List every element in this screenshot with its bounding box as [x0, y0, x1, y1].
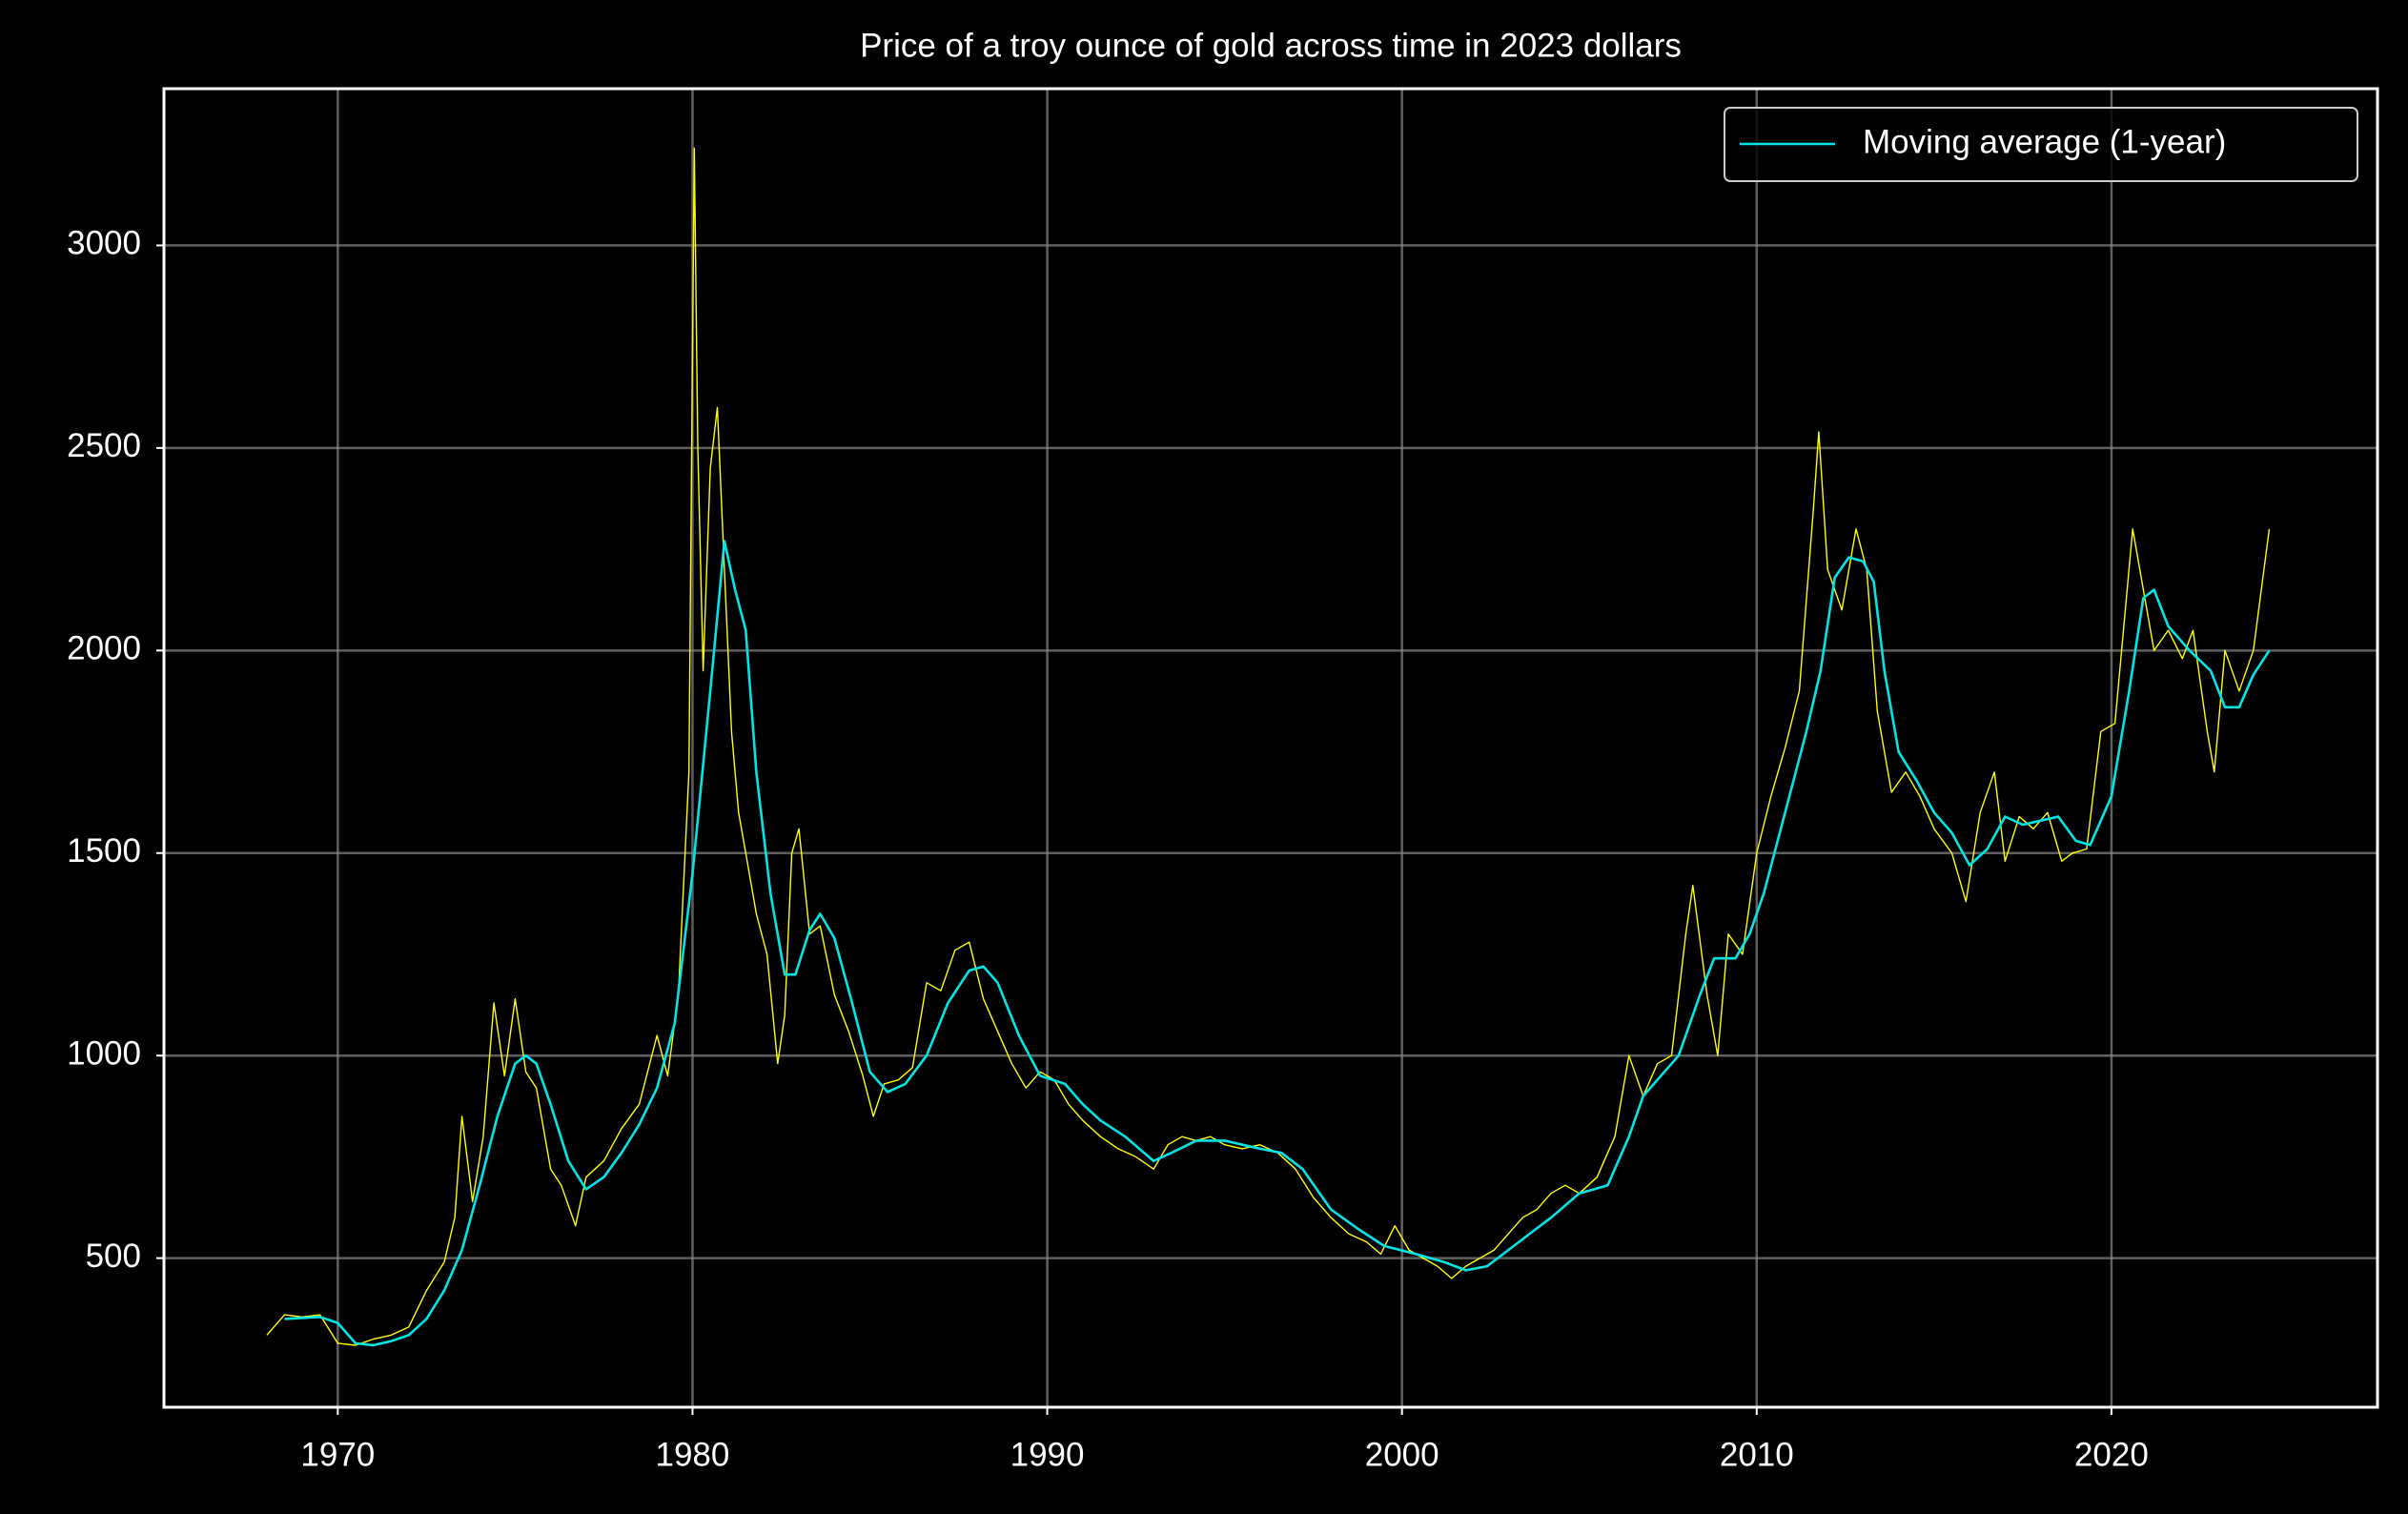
x-tick-label: 2020 [2074, 1436, 2149, 1473]
x-tick-label: 1990 [1010, 1436, 1085, 1473]
y-tick-label: 2000 [67, 630, 141, 667]
chart-title: Price of a troy ounce of gold across tim… [860, 27, 1682, 64]
series-line [284, 540, 2271, 1347]
y-tick-label: 1500 [67, 832, 141, 870]
legend-label: Moving average (1-year) [1863, 123, 2226, 160]
y-tick-label: 500 [86, 1238, 141, 1275]
x-tick-label: 1980 [656, 1436, 730, 1473]
y-tick-label: 3000 [67, 225, 141, 262]
series-line [266, 147, 2271, 1346]
y-tick-label: 2500 [67, 427, 141, 464]
x-tick-label: 1970 [300, 1436, 375, 1473]
x-tick-label: 2010 [1720, 1436, 1794, 1473]
legend-box [1724, 107, 2358, 182]
x-tick-label: 2000 [1365, 1436, 1439, 1473]
y-tick-label: 1000 [67, 1034, 141, 1072]
axes-frame [162, 87, 2379, 1409]
